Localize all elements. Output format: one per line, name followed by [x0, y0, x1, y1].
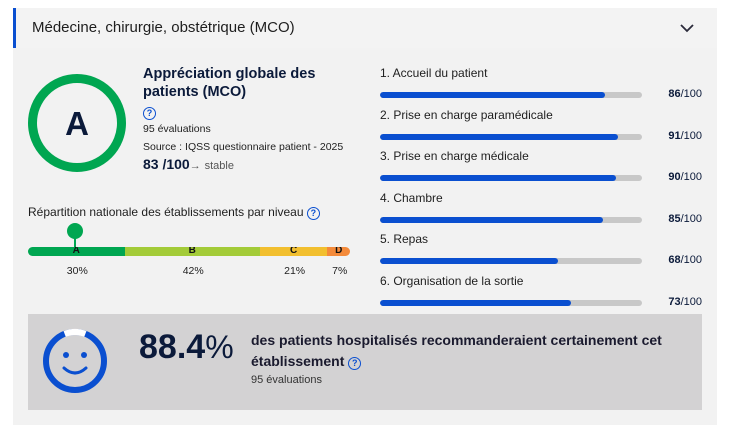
- help-icon[interactable]: ?: [306, 207, 320, 220]
- distribution-title: Répartition nationale des établissements…: [28, 205, 320, 220]
- criterion-max: /100: [680, 212, 702, 225]
- segment-label: A: [72, 247, 80, 256]
- segment-label: C: [290, 247, 298, 256]
- segment-percent: 7%: [332, 265, 348, 277]
- recommendation-percent: 88.4%: [139, 328, 234, 367]
- recommendation-text: des patients hospitalisés recommanderaie…: [251, 330, 691, 372]
- distribution-bar: A B C D: [28, 247, 350, 256]
- distribution-segment-b: B: [124, 247, 260, 256]
- criterion-value: 86: [668, 88, 681, 100]
- recommendation-value: 88.4: [139, 328, 206, 366]
- criterion-progress-track: [380, 92, 642, 98]
- score-max: /100: [162, 156, 190, 172]
- criterion-value: 68: [668, 254, 681, 267]
- trend-label: stable: [204, 160, 234, 172]
- criterion-progress-fill: [380, 175, 616, 182]
- criterion-progress-fill: [380, 300, 572, 306]
- grade-info: Appréciation globale des patients (MCO) …: [143, 65, 363, 172]
- grade-letter: A: [65, 105, 89, 142]
- help-icon[interactable]: ?: [348, 357, 362, 370]
- distribution-title-text: Répartition nationale des établissements…: [28, 205, 304, 219]
- grade-ring-icon: [28, 74, 126, 172]
- segment-percent: 42%: [182, 265, 204, 277]
- criterion-value: 85: [668, 212, 681, 225]
- criterion-progress-track: [380, 133, 642, 140]
- grade-source: Source : IQSS questionnaire patient - 20…: [143, 141, 344, 153]
- grade-evaluations: 95 évaluations: [143, 123, 211, 135]
- criterion-score: 85/100: [668, 213, 702, 225]
- criterion-row: 3. Prise en charge médicale 90/100: [380, 149, 702, 185]
- trend-arrow-icon: →: [189, 160, 201, 172]
- distribution-segment-d: D: [327, 247, 350, 256]
- criterion-row: 2. Prise en charge paramédicale 91/100: [380, 108, 702, 144]
- criterion-score: 73/100: [668, 296, 702, 308]
- criterion-max: /100: [680, 129, 702, 142]
- criterion-value: 73: [668, 296, 681, 308]
- section-header[interactable]: Médecine, chirurgie, obstétrique (MCO): [13, 8, 717, 48]
- segment-label: B: [188, 247, 196, 256]
- criterion-progress-fill: [380, 216, 603, 223]
- criterion-label: 3. Prise en charge médicale: [380, 149, 529, 164]
- segment-percent: 30%: [66, 265, 88, 277]
- criterion-label: 6. Organisation de la sortie: [380, 274, 524, 288]
- grade-score: 83 /100→ stable: [143, 156, 363, 172]
- criterion-row: 4. Chambre 85/100: [380, 191, 702, 227]
- grade-title: Appréciation globale des patients (MCO): [143, 66, 316, 100]
- criterion-progress-fill: [380, 133, 619, 140]
- criterion-progress-fill: [380, 92, 606, 98]
- criterion-max: /100: [680, 296, 702, 308]
- criterion-row: 6. Organisation de la sortie 73/100: [380, 274, 702, 310]
- criterion-value: 91: [668, 129, 681, 142]
- criterion-score: 91/100: [668, 130, 702, 142]
- criterion-label: 5. Repas: [380, 232, 429, 247]
- criterion-value: 90: [668, 171, 681, 184]
- criterion-score: 90/100: [668, 171, 702, 183]
- segment-percent: 21%: [284, 265, 306, 277]
- score-value: 83: [143, 156, 159, 172]
- help-icon[interactable]: ?: [143, 107, 156, 120]
- chevron-down-icon[interactable]: [679, 20, 695, 36]
- criterion-max: /100: [680, 171, 702, 184]
- distribution-segment-a: A: [28, 247, 125, 256]
- smiley-icon: [43, 329, 107, 393]
- criterion-progress-track: [380, 175, 642, 182]
- criterion-label: 2. Prise en charge paramédicale: [380, 107, 553, 122]
- criterion-score: 68/100: [668, 254, 702, 266]
- criterion-progress-fill: [380, 258, 559, 265]
- recommendation-text-label: des patients hospitalisés recommanderaie…: [251, 332, 662, 369]
- recommendation-box: 88.4% des patients hospitalisés recomman…: [28, 314, 702, 410]
- criterion-score: 86/100: [668, 88, 702, 100]
- criterion-max: /100: [680, 254, 702, 267]
- criterion-max: /100: [680, 88, 702, 100]
- criterion-progress-track: [380, 300, 642, 306]
- recommendation-evaluations: 95 évaluations: [251, 374, 322, 386]
- criterion-row: 1. Accueil du patient 86/100: [380, 66, 702, 102]
- level-marker-stem: [74, 237, 76, 249]
- criterion-label: 4. Chambre: [380, 190, 443, 205]
- percent-sign: %: [205, 329, 234, 365]
- criterion-progress-track: [380, 216, 642, 223]
- section-title: Médecine, chirurgie, obstétrique (MCO): [32, 19, 295, 36]
- distribution-segment-c: C: [259, 247, 328, 256]
- grade-badge: A: [28, 74, 126, 172]
- criterion-progress-track: [380, 258, 642, 265]
- level-marker-icon: [67, 223, 83, 239]
- criterion-row: 5. Repas 68/100: [380, 232, 702, 268]
- segment-label: D: [335, 247, 343, 256]
- criterion-label: 1. Accueil du patient: [380, 66, 488, 80]
